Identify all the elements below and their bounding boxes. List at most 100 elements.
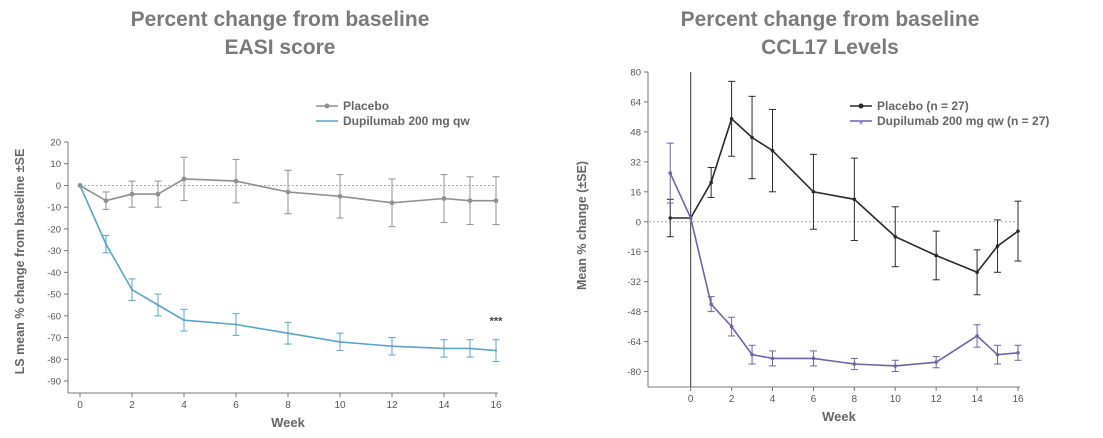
y-tick-label: -90: [47, 377, 61, 388]
y-tick-label: -48: [627, 307, 641, 318]
data-point: [285, 189, 291, 195]
data-point: [181, 176, 187, 182]
data-point: [442, 347, 446, 350]
data-point: [668, 171, 673, 175]
data-point: [390, 345, 394, 348]
data-point: [893, 364, 898, 368]
y-tick-label: 48: [630, 127, 641, 138]
x-tick-label: 16: [490, 400, 502, 411]
data-point: [934, 360, 938, 364]
x-axis-label: Week: [822, 409, 856, 424]
data-point: [1016, 229, 1020, 233]
y-tick-label: -20: [47, 224, 61, 235]
series-0: [666, 80, 1022, 296]
data-point: [78, 184, 82, 187]
y-tick-label: -70: [47, 333, 61, 344]
data-point: [156, 303, 160, 307]
legend-marker: [858, 103, 864, 109]
data-point: [1016, 350, 1020, 355]
x-tick-label: 8: [852, 394, 858, 405]
data-point: [337, 193, 343, 199]
y-tick-label: -80: [627, 367, 641, 378]
legend-label: Dupilumab 200 mg qw: [343, 114, 470, 128]
data-point: [995, 244, 1000, 248]
y-tick-label: 0: [56, 181, 61, 192]
ccl17-title-line2: CCL17 Levels: [761, 36, 899, 59]
x-tick-label: 2: [129, 400, 135, 411]
y-tick-label: -32: [627, 277, 641, 288]
data-point: [811, 356, 816, 361]
x-tick-label: 0: [688, 394, 694, 405]
ccl17-chart-svg: 80 64 48 32 16 0 -16 -32 -48 -64 -80 0 2 4 6 8 10 12 14 16 W…: [575, 68, 1049, 425]
series-line: [79, 185, 497, 352]
data-point: [770, 148, 775, 153]
data-point: [389, 200, 395, 206]
data-point: [467, 198, 473, 204]
x-tick-label: 10: [334, 400, 346, 411]
y-tick-label: -60: [47, 311, 61, 322]
data-point: [995, 352, 1000, 357]
series-line: [670, 117, 1019, 274]
easi-chart-title: Percent change from baseline EASI score: [60, 6, 500, 62]
data-point: [770, 356, 775, 361]
data-point: [688, 216, 693, 220]
y-axis-label: LS mean % change from baseline ±SE: [13, 149, 27, 375]
data-point: [975, 334, 979, 338]
data-point: [852, 362, 857, 366]
data-point: [811, 190, 816, 194]
x-tick-label: 8: [285, 400, 291, 411]
series-1: [666, 142, 1022, 373]
legend-label: Placebo (n = 27): [877, 99, 969, 113]
y-tick-label: -30: [47, 246, 61, 257]
y-tick-label: 20: [50, 138, 61, 149]
x-tick-label: 16: [1012, 394, 1024, 405]
x-axis-label: Week: [271, 415, 305, 430]
data-point: [493, 198, 499, 204]
data-point: [494, 349, 498, 352]
series-line: [79, 178, 496, 204]
y-tick-label: 32: [630, 157, 641, 168]
legend-label: Dupilumab 200 mg qw (n = 27): [877, 114, 1049, 128]
legend-label: Placebo: [343, 99, 389, 113]
y-tick-label: -80: [47, 355, 61, 366]
x-tick-label: 2: [729, 394, 735, 405]
x-tick-label: 4: [770, 394, 776, 405]
easi-title-line2: EASI score: [224, 36, 336, 59]
data-point: [852, 197, 857, 202]
ccl17-chart-panel: Percent change from baseline CCL17 Level…: [550, 0, 1103, 438]
series-0: [77, 156, 500, 228]
x-tick-label: 6: [811, 394, 817, 405]
data-point: [975, 270, 979, 275]
data-point: [130, 288, 134, 291]
ccl17-chart-title: Percent change from baseline CCL17 Level…: [590, 6, 1070, 62]
easi-title-line1: Percent change from baseline: [130, 8, 430, 31]
data-point: [468, 347, 472, 350]
data-point: [729, 116, 734, 121]
data-point: [182, 319, 186, 322]
data-point: [234, 323, 238, 326]
y-tick-label: 16: [630, 187, 641, 198]
ccl17-title-line1: Percent change from baseline: [680, 8, 980, 31]
y-tick-label: -16: [627, 247, 641, 258]
data-point: [934, 253, 938, 258]
y-tick-label: 80: [630, 68, 641, 79]
data-point: [750, 135, 754, 140]
data-point: [441, 196, 447, 201]
data-point: [893, 234, 898, 239]
legend-marker: *: [859, 120, 863, 131]
significance-annotation: ***: [490, 316, 504, 328]
x-tick-label: 12: [931, 394, 943, 405]
data-point: [129, 191, 135, 197]
series-1: [78, 184, 500, 362]
data-point: [709, 302, 713, 306]
data-point: [709, 180, 713, 185]
easi-chart-svg: 20 10 0 -10 -20 -30 -40 -50 -60 -70 -80 -90 0 2 4 6 8 10 1…: [13, 99, 504, 430]
y-tick-label: -40: [47, 268, 61, 279]
data-point: [155, 191, 161, 197]
x-tick-label: 4: [181, 400, 187, 411]
data-point: [103, 198, 109, 204]
data-point: [668, 216, 673, 220]
y-tick-label: -10: [47, 203, 61, 214]
y-tick-label: 64: [630, 97, 641, 108]
x-tick-label: 10: [890, 394, 902, 405]
